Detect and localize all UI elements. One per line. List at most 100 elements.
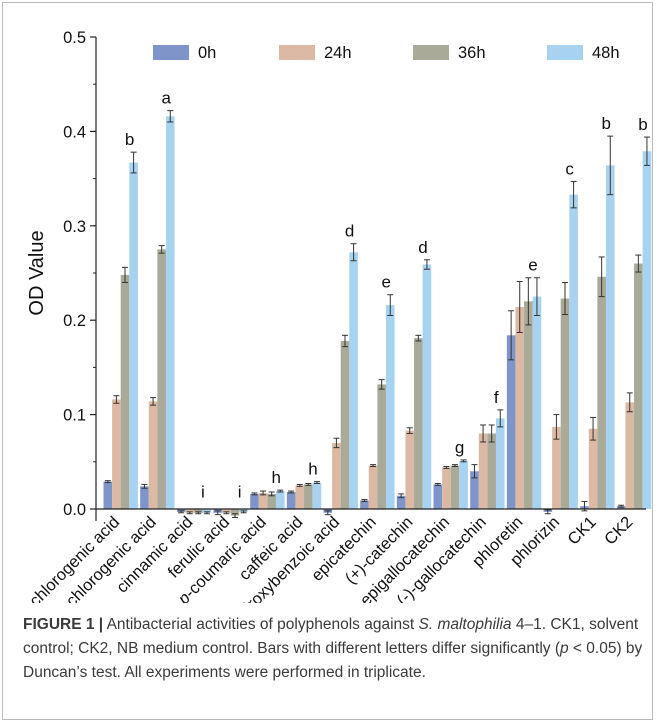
x-tick-label-text: CK2 — [601, 513, 636, 548]
significance-letter: a — [162, 89, 172, 108]
bar-36h — [414, 338, 423, 509]
y-tick-label: 0.5 — [63, 29, 86, 47]
bar-24h — [148, 401, 158, 509]
significance-letter: d — [418, 238, 427, 257]
significance-letter: c — [565, 159, 574, 178]
bars-layer — [103, 116, 652, 516]
bar-36h — [560, 298, 570, 509]
caption-text-3: < 0.05) by Duncan’s test. All experiment… — [23, 640, 643, 681]
legend-label: 0h — [198, 44, 216, 62]
bar-0h — [140, 486, 149, 509]
bar-24h — [222, 509, 231, 513]
bar-0h — [433, 484, 443, 509]
bar-36h — [120, 274, 130, 509]
bar-36h — [450, 465, 460, 509]
bar-36h — [634, 263, 643, 509]
x-tick-label: CK1 — [564, 513, 599, 548]
legend-label: 24h — [324, 44, 352, 62]
x-tick-label: CK2 — [601, 513, 636, 548]
significance-letter: b — [602, 114, 611, 133]
significance-letter: h — [308, 460, 317, 479]
bar-36h — [157, 249, 166, 509]
legend: 0h 24h 36h 48h — [153, 44, 620, 62]
bar-24h — [625, 402, 635, 509]
bar-48h — [349, 252, 358, 509]
caption-text-2: 4–1. CK1, solvent control; CK2, NB mediu… — [23, 616, 639, 657]
significance-letter: e — [382, 273, 391, 292]
bar-0h — [250, 493, 259, 509]
bar-48h — [275, 491, 285, 509]
significance-letter: e — [528, 256, 537, 275]
axes-layer: 0.0 0.1 0.2 0.3 0.4 0.5 — [63, 29, 646, 521]
bar-36h — [597, 276, 606, 509]
bar-24h — [515, 306, 525, 509]
bar-36h — [230, 509, 240, 516]
significance-letter: d — [345, 222, 354, 241]
caption-label: FIGURE 1 | — [23, 616, 104, 633]
bar-36h — [267, 493, 276, 509]
bar-48h — [312, 482, 322, 509]
bar-36h — [340, 340, 350, 509]
figure-caption: FIGURE 1 | Antibacterial activities of p… — [23, 613, 643, 685]
legend-swatch-24h — [279, 45, 315, 60]
significance-letter: i — [201, 482, 205, 501]
legend-label: 48h — [592, 44, 620, 62]
bar-48h — [422, 264, 432, 509]
bar-24h — [368, 465, 378, 509]
y-tick-label: 0.1 — [63, 407, 86, 425]
bar-0h — [396, 495, 406, 509]
legend-swatch-48h — [547, 45, 583, 60]
bar-0h — [286, 492, 296, 509]
y-tick-label: 0.2 — [63, 312, 86, 330]
significance-letter: f — [494, 388, 499, 407]
legend-swatch-0h — [153, 45, 189, 60]
bar-24h — [185, 509, 195, 513]
bar-24h — [478, 433, 488, 509]
caption-text-1: Antibacterial activities of polyphenols … — [103, 616, 419, 633]
bar-48h — [385, 305, 395, 509]
bar-0h — [360, 500, 369, 509]
significance-letter: g — [455, 438, 464, 457]
error-bars-layer — [104, 110, 650, 518]
bar-0h — [506, 335, 516, 509]
bar-chart: 0.0 0.1 0.2 0.3 0.4 0.5 b a i i h h d e d g f e c b b 0h 24h… — [26, 29, 652, 603]
bar-24h — [442, 467, 451, 509]
significance-letter: b — [125, 130, 134, 149]
bar-48h — [642, 151, 652, 509]
x-tick-label-text: CK1 — [564, 513, 599, 548]
bar-48h — [495, 418, 505, 509]
y-axis-label: OD Value — [26, 230, 48, 315]
bar-0h — [103, 481, 113, 509]
bar-36h — [304, 484, 313, 509]
y-tick-label: 0.4 — [63, 123, 86, 141]
caption-p-symbol: p — [559, 640, 569, 657]
bar-24h — [295, 485, 305, 509]
legend-label: 36h — [458, 44, 486, 62]
bar-48h — [129, 162, 138, 509]
figure-frame: 0.0 0.1 0.2 0.3 0.4 0.5 b a i i h h d e d g f e c b b 0h 24h… — [2, 2, 653, 720]
bar-48h — [605, 165, 615, 509]
bar-24h — [552, 426, 561, 509]
significance-letter: h — [272, 468, 281, 487]
bar-48h — [165, 116, 175, 510]
y-tick-label: 0.3 — [63, 218, 86, 236]
bar-48h — [569, 194, 578, 509]
bar-48h — [532, 296, 542, 509]
bar-0h — [470, 471, 479, 509]
bar-36h — [377, 384, 386, 509]
bar-24h — [405, 430, 415, 509]
bar-24h — [258, 492, 268, 509]
bar-48h — [202, 509, 212, 513]
bar-48h — [459, 460, 468, 509]
bar-36h — [194, 509, 203, 513]
bar-24h — [588, 428, 598, 509]
bar-36h — [487, 433, 496, 509]
bar-36h — [524, 301, 533, 509]
significance-letter: b — [638, 115, 647, 134]
bar-24h — [112, 399, 121, 509]
caption-organism: S. maltophilia — [418, 616, 512, 633]
legend-swatch-36h — [413, 45, 449, 60]
bar-24h — [332, 442, 341, 509]
significance-letter: i — [238, 482, 242, 501]
